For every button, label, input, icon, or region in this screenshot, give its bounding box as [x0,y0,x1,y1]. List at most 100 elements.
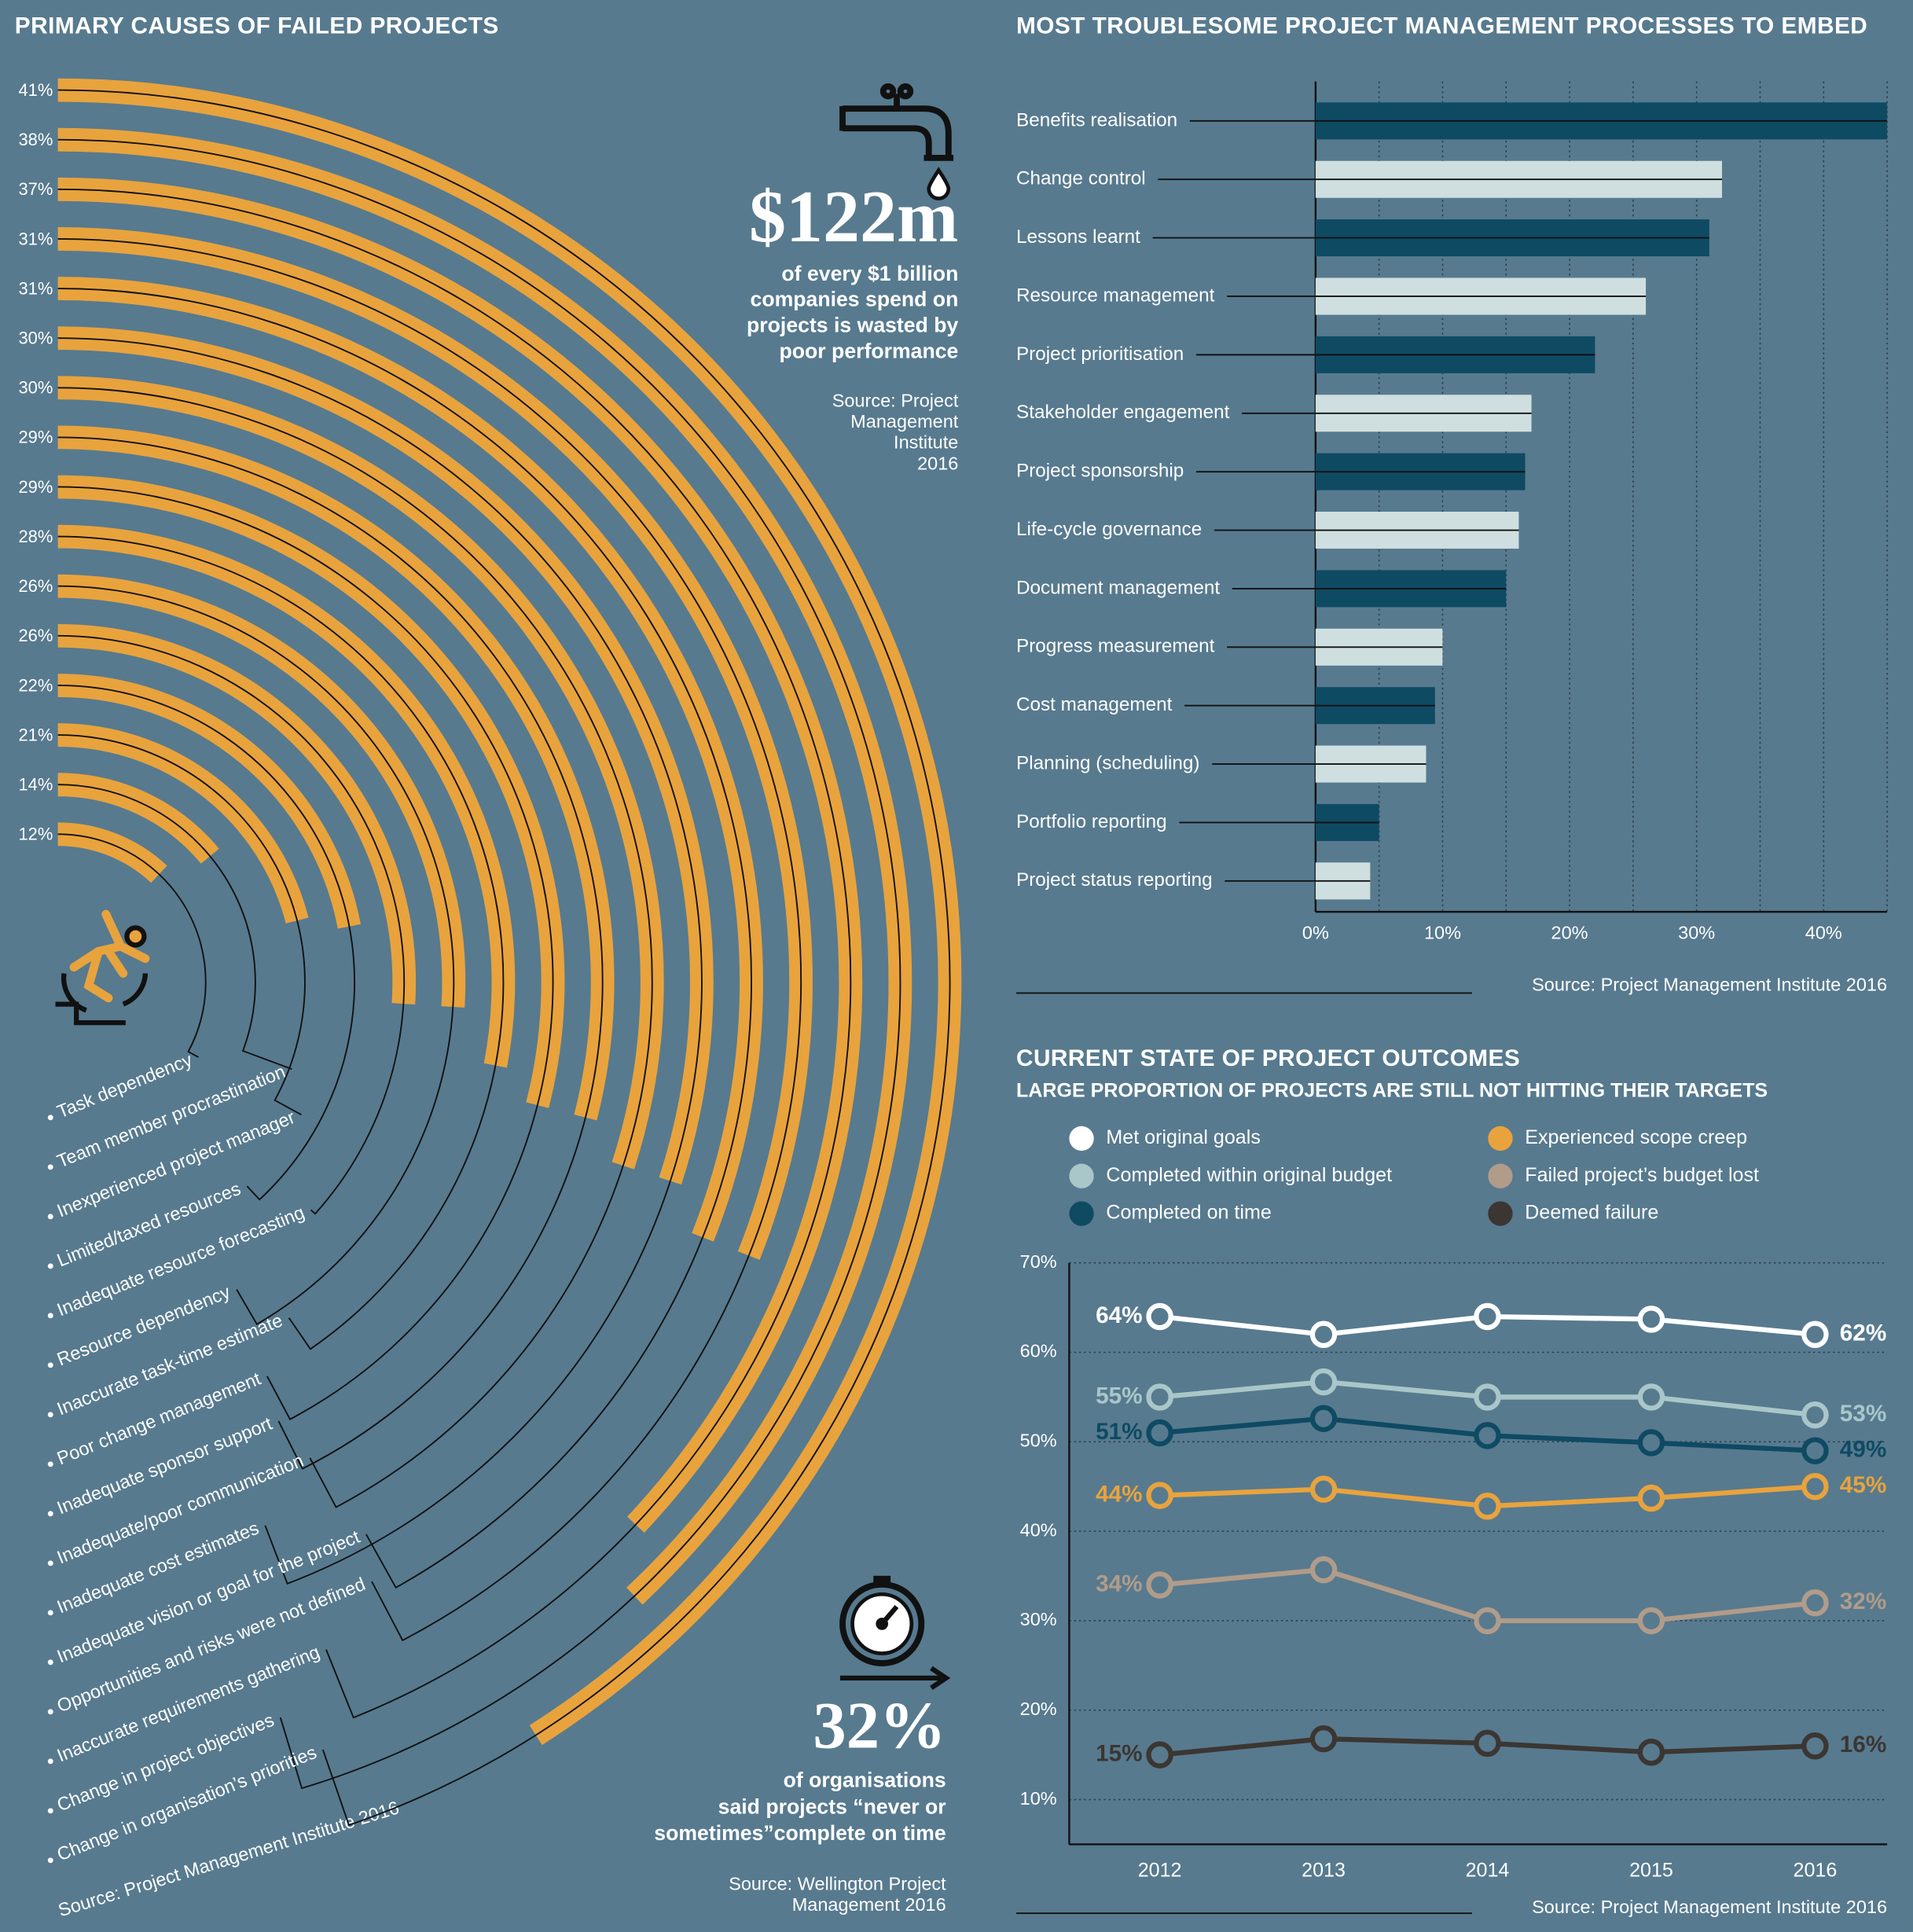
value-label: 30% [18,329,53,348]
point [1146,1741,1173,1769]
legend-marker [1488,1126,1513,1151]
point [1801,1589,1829,1617]
point [1637,1484,1665,1512]
point [1474,1383,1501,1411]
y-tick-label: 50% [1020,1431,1057,1451]
point [1309,1368,1338,1396]
stopwatch-icon [839,1575,951,1691]
bullet [47,1560,53,1567]
point [1309,1556,1338,1584]
value-label: 14% [18,775,53,795]
bullet [47,1115,53,1121]
callout-source: Management 2016 [792,1894,946,1915]
value-label: 32% [1840,1589,1887,1614]
category-label: Life-cycle governance [1016,519,1202,540]
callout-text: companies spend on [751,288,959,311]
x-tick-label: 30% [1678,922,1715,942]
chart-title: CURRENT STATE OF PROJECT OUTCOMES [1016,1045,1520,1071]
value-label: 34% [1096,1570,1143,1596]
value-label: 16% [1840,1732,1887,1758]
bullet [47,1709,53,1715]
point [1801,1732,1829,1760]
value-label: 64% [1096,1302,1143,1328]
x-tick-label: 2013 [1302,1860,1346,1882]
point [1474,1607,1501,1635]
point [1309,1405,1338,1432]
x-tick-label: 2016 [1794,1860,1838,1882]
value-label: 41% [18,80,53,100]
point [1146,1383,1173,1411]
callout-text: sometimes”complete on time [654,1821,945,1845]
value-label: 49% [1840,1437,1887,1463]
leader-line [57,833,207,1058]
x-tick-label: 10% [1424,922,1461,942]
bullet [47,1808,53,1814]
category-label: Lessons learnt [1016,226,1140,248]
y-tick-label: 20% [1020,1699,1057,1719]
value-label: 12% [18,825,53,844]
y-tick-label: 70% [1020,1251,1057,1272]
value-label: 31% [18,278,53,298]
point [1637,1607,1665,1635]
callout-text: poor performance [780,340,959,363]
point [1474,1493,1501,1520]
point [1146,1482,1173,1509]
legend-marker [1069,1163,1094,1188]
value-label: 44% [1096,1481,1143,1507]
leader-line [57,387,653,1508]
value-label: 37% [18,179,53,199]
bullet [47,1313,53,1319]
source: Source: Project Management Institute 201… [1532,974,1887,994]
bullet [47,1362,53,1368]
leader-line [57,436,604,1470]
value-label: 21% [18,725,53,744]
value-label: 29% [18,428,53,447]
value-label: 31% [18,229,53,248]
bullet [47,1412,53,1418]
point [1146,1302,1173,1331]
point [1637,1429,1665,1456]
x-tick-label: 40% [1805,922,1842,942]
leader-line [57,784,292,1070]
bullet [47,1263,53,1269]
y-tick-label: 60% [1020,1341,1057,1361]
x-tick-label: 2015 [1629,1860,1673,1882]
source: Source: Project Management Institute 201… [1532,1897,1887,1917]
value-label: 45% [1840,1472,1887,1498]
value-label: 29% [18,477,53,497]
x-tick-label: 2014 [1466,1860,1510,1882]
callout-figure: $122m [749,176,958,258]
bullet [47,1610,53,1616]
tap-icon [839,83,954,161]
value-label: 26% [18,576,53,596]
point [1801,1320,1829,1349]
chart-title: PRIMARY CAUSES OF FAILED PROJECTS [15,13,499,39]
legend-marker [1488,1201,1513,1226]
category-label: Progress measurement [1016,636,1215,657]
leader-line [57,138,901,1790]
callout-source: Management [850,411,959,432]
legend-label: Completed on time [1106,1202,1271,1224]
legend-marker [1069,1126,1094,1151]
bullet [47,1461,53,1467]
leader-line [57,288,752,1589]
category-label: Planning (scheduling) [1016,752,1200,773]
leader-line [57,89,951,1827]
category-label: Project status reporting [1016,869,1213,891]
leader-line [57,237,802,1642]
legend-label: Deemed failure [1525,1202,1658,1224]
x-tick-label: 0% [1302,922,1329,942]
bullet [47,1511,53,1517]
category-label: Stakeholder engagement [1016,402,1230,423]
point [1637,1383,1665,1411]
point [1309,1475,1338,1503]
point [1146,1419,1173,1447]
value-label: 15% [1096,1741,1143,1767]
callout-text: of organisations [784,1769,946,1792]
category-label: Portfolio reporting [1016,811,1167,832]
value-label: 38% [18,130,53,149]
leader-line [57,685,355,1201]
y-tick-label: 10% [1020,1788,1057,1809]
